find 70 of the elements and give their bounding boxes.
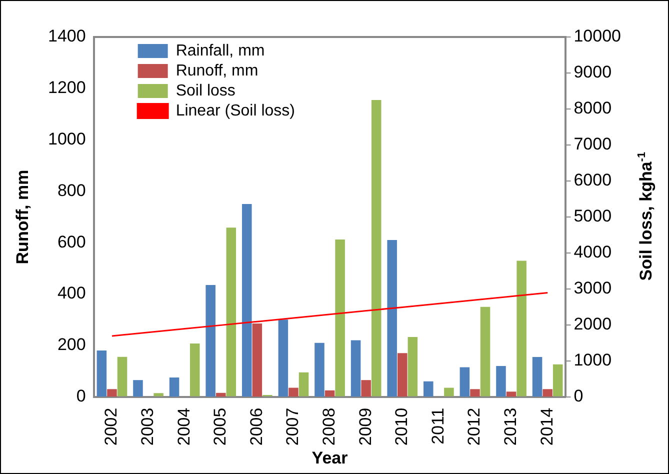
y2-tick-label: 3000 (574, 278, 612, 298)
bar (361, 380, 371, 397)
x-tick-label: 2011 (428, 408, 448, 444)
bar (424, 381, 434, 397)
bar (278, 320, 288, 397)
bar (552, 364, 563, 396)
y-tick-label: 400 (57, 284, 86, 303)
bar (252, 324, 262, 397)
legend-label: Rainfall, mm (176, 42, 265, 60)
bar (96, 350, 107, 397)
bar (542, 389, 552, 397)
y-tick-label: 1400 (48, 26, 86, 46)
y2-tick-label: 9000 (574, 62, 612, 82)
x-tick-label: 2012 (464, 408, 484, 446)
y2-tick-label: 1000 (574, 350, 612, 370)
bar (190, 344, 200, 396)
bar (496, 366, 506, 397)
x-tick-label: 2003 (138, 408, 157, 446)
bar (107, 389, 117, 397)
y2-tick-label: 6000 (574, 170, 612, 190)
x-tick-label: 2004 (174, 408, 194, 446)
legend-label: Soil loss (176, 82, 236, 100)
y-tick-label: 600 (57, 232, 86, 252)
bar (516, 260, 526, 396)
x-tick-label: 2010 (392, 408, 412, 446)
y2-tick-label: 10000 (574, 26, 622, 46)
y-tick-label: 1200 (48, 78, 86, 98)
x-tick-label: 2006 (246, 408, 266, 446)
y2-tick-label: 0 (574, 386, 584, 406)
x-tick-label: 2009 (356, 408, 375, 446)
bar (206, 284, 216, 397)
bar (350, 340, 361, 397)
y2-tick-label: 8000 (574, 98, 612, 118)
legend-label: Linear (Soil loss) (176, 102, 295, 120)
y-tick-label: 0 (76, 386, 86, 406)
bar (154, 393, 164, 396)
bar (480, 306, 490, 396)
bar (387, 240, 397, 397)
bar (532, 356, 542, 397)
y-axis-title: Runoff, mm (13, 170, 34, 264)
bar (133, 380, 143, 397)
y2-tick-label: 7000 (574, 134, 612, 154)
bar (371, 100, 382, 396)
x-axis-title: Year (312, 448, 348, 468)
x-tick-label: 2007 (283, 408, 302, 446)
x-tick-label: 2005 (210, 408, 230, 446)
bar (444, 388, 454, 396)
bar (169, 378, 180, 397)
legend-label: Runoff, mm (176, 62, 258, 80)
bar (335, 240, 345, 396)
y2-tick-label: 5000 (574, 206, 612, 226)
bar (298, 372, 309, 396)
bar (314, 342, 324, 397)
bar (470, 389, 480, 397)
bar (226, 228, 236, 396)
bar (242, 204, 252, 397)
x-tick-label: 2008 (319, 408, 338, 446)
y-tick-label: 800 (57, 180, 86, 200)
y2-tick-label: 2000 (574, 314, 612, 334)
y2-tick-label: 4000 (574, 242, 612, 262)
bar (324, 390, 335, 397)
bar (216, 392, 226, 397)
y-tick-label: 1000 (48, 129, 86, 148)
bar (460, 367, 470, 397)
x-tick-label: 2013 (500, 408, 520, 446)
bar (117, 356, 128, 396)
bar (506, 392, 516, 397)
x-tick-label: 2014 (537, 408, 556, 446)
x-tick-label: 2002 (102, 408, 121, 446)
y-tick-label: 200 (57, 335, 86, 354)
